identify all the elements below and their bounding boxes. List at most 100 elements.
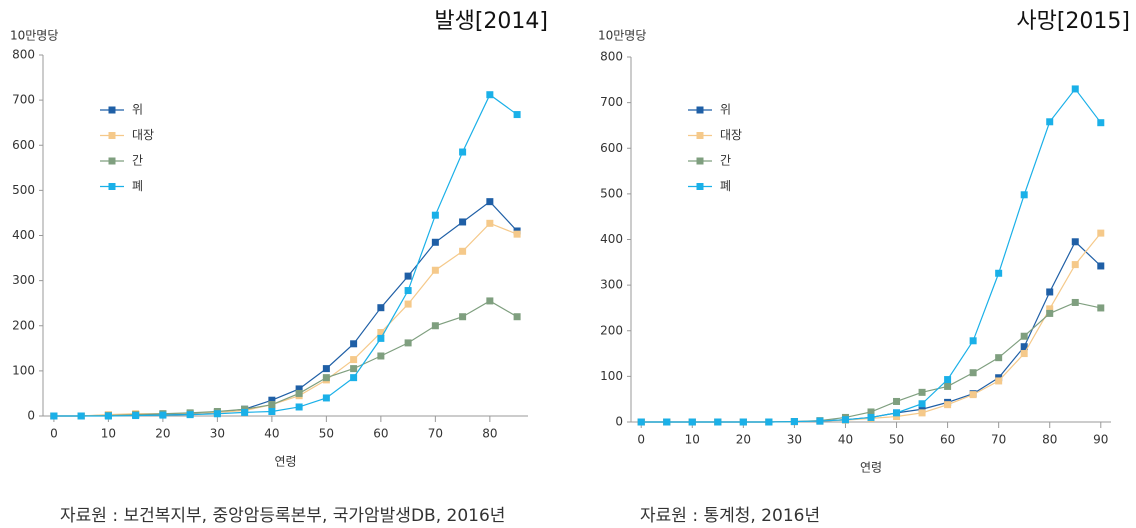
chart-title: 사망[2015] bbox=[1016, 9, 1130, 34]
y-tick-label: 100 bbox=[600, 369, 623, 383]
legend-label: 간 bbox=[720, 154, 731, 168]
y-tick-label: 800 bbox=[12, 48, 35, 62]
y-tick-label: 500 bbox=[600, 186, 623, 200]
y-tick-label: 600 bbox=[600, 141, 623, 155]
legend-label: 폐 bbox=[132, 179, 143, 193]
x-tick-label: 40 bbox=[838, 433, 853, 447]
point bbox=[459, 148, 467, 156]
series-line bbox=[641, 240, 1102, 423]
legend-label: 대장 bbox=[132, 128, 154, 142]
point bbox=[77, 412, 85, 420]
x-axis-label: 연령 bbox=[274, 455, 296, 469]
legend-label: 대장 bbox=[720, 128, 742, 142]
legend-marker bbox=[108, 106, 116, 114]
y-tick-label: 0 bbox=[27, 409, 35, 423]
point bbox=[688, 418, 696, 426]
point bbox=[213, 410, 221, 418]
point bbox=[486, 219, 494, 227]
point bbox=[377, 304, 385, 312]
y-tick-label: 400 bbox=[600, 232, 623, 246]
point bbox=[159, 411, 167, 419]
legend-marker bbox=[696, 106, 704, 114]
point bbox=[1046, 309, 1054, 317]
point bbox=[431, 266, 439, 274]
y-tick-label: 500 bbox=[12, 183, 35, 197]
series-line bbox=[53, 222, 518, 417]
legend-marker bbox=[108, 183, 116, 190]
point bbox=[377, 352, 385, 360]
y-tick-label: 0 bbox=[615, 415, 623, 429]
point bbox=[513, 230, 521, 238]
point bbox=[104, 412, 112, 420]
point bbox=[944, 382, 952, 390]
x-tick-label: 40 bbox=[264, 427, 279, 441]
point bbox=[995, 269, 1003, 277]
point bbox=[1097, 304, 1105, 312]
point bbox=[969, 369, 977, 377]
point bbox=[295, 403, 303, 411]
point bbox=[893, 397, 901, 405]
legend-marker bbox=[696, 132, 704, 139]
point bbox=[431, 322, 439, 330]
point bbox=[1020, 191, 1028, 199]
x-tick-label: 50 bbox=[889, 433, 904, 447]
point bbox=[186, 411, 194, 419]
x-tick-label: 0 bbox=[637, 433, 645, 447]
point bbox=[268, 407, 276, 415]
legend-marker bbox=[696, 157, 704, 165]
x-tick-label: 0 bbox=[50, 427, 58, 441]
legend-label: 위 bbox=[720, 103, 731, 117]
point bbox=[1097, 119, 1105, 127]
point bbox=[790, 418, 798, 426]
point bbox=[350, 374, 358, 382]
point bbox=[867, 413, 875, 421]
x-tick-label: 20 bbox=[736, 433, 751, 447]
point bbox=[841, 416, 849, 424]
point bbox=[918, 388, 926, 396]
point bbox=[486, 198, 494, 206]
x-tick-label: 60 bbox=[940, 433, 955, 447]
point bbox=[459, 313, 467, 321]
point bbox=[295, 389, 303, 397]
y-axis-label: 10만명당 bbox=[598, 29, 646, 43]
y-tick-label: 700 bbox=[12, 93, 35, 107]
y-tick-label: 100 bbox=[12, 363, 35, 377]
x-tick-label: 80 bbox=[482, 427, 497, 441]
point bbox=[867, 408, 875, 416]
point bbox=[1020, 343, 1028, 351]
point bbox=[377, 334, 385, 342]
chart-title: 발생[2014] bbox=[434, 9, 548, 34]
x-tick-label: 50 bbox=[319, 427, 334, 441]
y-tick-label: 200 bbox=[12, 318, 35, 332]
legend-label: 위 bbox=[132, 103, 143, 117]
point bbox=[1020, 332, 1028, 340]
point bbox=[431, 211, 439, 219]
point bbox=[404, 339, 412, 347]
point bbox=[995, 354, 1003, 362]
x-tick-label: 10 bbox=[685, 433, 700, 447]
point bbox=[350, 340, 358, 348]
point bbox=[1046, 118, 1054, 126]
point bbox=[944, 376, 952, 384]
point bbox=[1046, 288, 1054, 296]
point bbox=[995, 377, 1003, 385]
series-line bbox=[53, 300, 518, 417]
legend-label: 폐 bbox=[720, 179, 731, 193]
point bbox=[739, 418, 747, 426]
y-tick-label: 200 bbox=[600, 323, 623, 337]
x-tick-label: 20 bbox=[155, 427, 170, 441]
x-tick-label: 80 bbox=[1042, 433, 1057, 447]
point bbox=[1020, 350, 1028, 358]
point bbox=[404, 300, 412, 308]
x-tick-label: 60 bbox=[373, 427, 388, 441]
source: 자료원 : 보건복지부, 중앙암등록본부, 국가암발생DB, 2016년 bbox=[60, 506, 505, 526]
point bbox=[893, 413, 901, 421]
point bbox=[486, 297, 494, 305]
point bbox=[132, 412, 140, 420]
point bbox=[350, 365, 358, 373]
point bbox=[1071, 261, 1079, 269]
point bbox=[969, 391, 977, 399]
point bbox=[714, 418, 722, 426]
